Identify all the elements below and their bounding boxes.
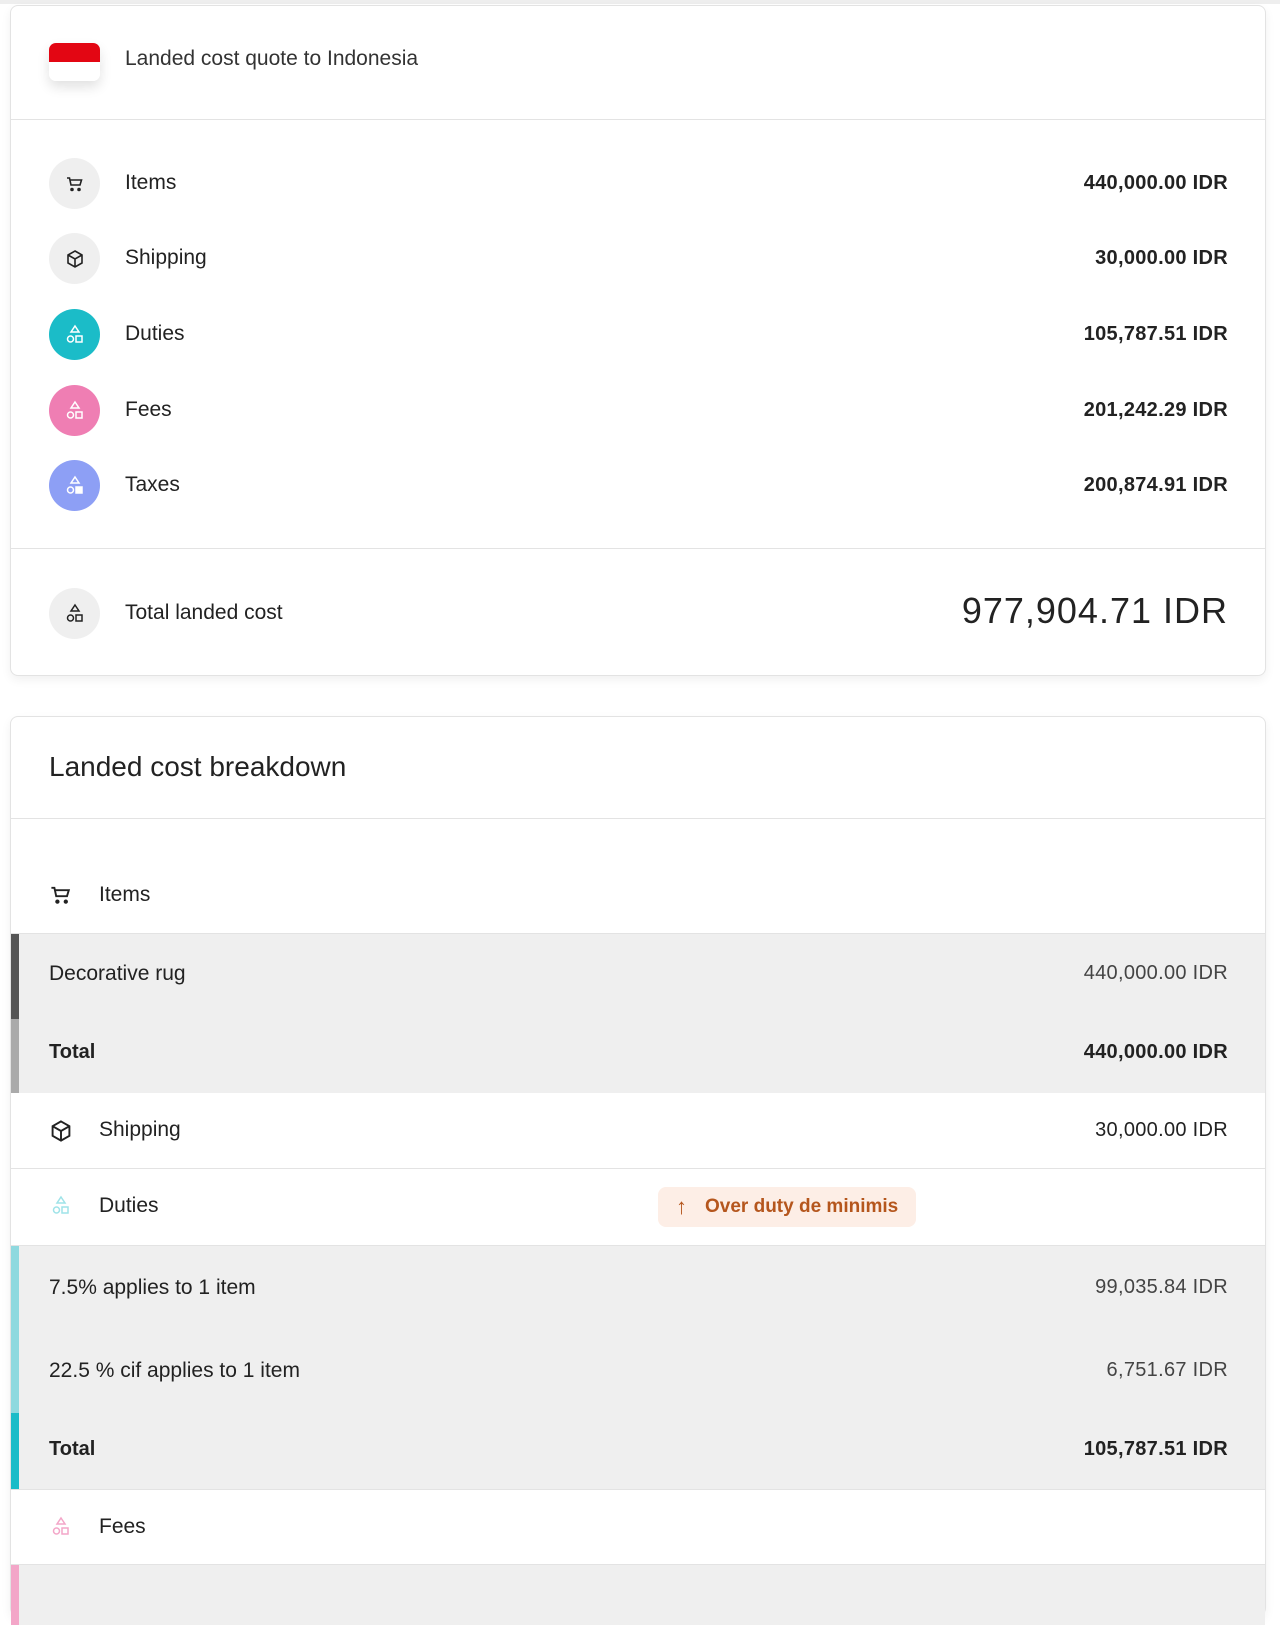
top-edge xyxy=(0,0,1280,4)
shipping-section: Shipping 30,000.00 IDR xyxy=(11,1093,1265,1169)
fees-section-header: Fees xyxy=(11,1489,1265,1565)
box-icon xyxy=(49,233,100,284)
summary-row-taxes: Taxes 200,874.91 IDR xyxy=(11,460,1265,512)
shapes-icon xyxy=(49,309,100,360)
breakdown-title: Landed cost breakdown xyxy=(49,751,347,782)
summary-row-shipping: Shipping 30,000.00 IDR xyxy=(11,233,1265,285)
shapes-icon xyxy=(49,460,100,511)
over-de-minimis-badge: ↑ Over duty de minimis xyxy=(658,1187,916,1227)
items-section-header: Items xyxy=(11,857,1265,933)
indonesia-flag-icon xyxy=(49,43,100,81)
cart-icon xyxy=(51,886,71,904)
total-landed-cost-value: 977,904.71 IDR xyxy=(961,590,1228,631)
box-icon xyxy=(51,1120,71,1142)
summary-row-fees: Fees 201,242.29 IDR xyxy=(11,385,1265,437)
quote-title: Landed cost quote to Indonesia xyxy=(125,47,419,70)
total-landed-cost-row: Total landed cost 977,904.71 IDR xyxy=(11,588,1265,640)
shapes-icon xyxy=(52,1516,69,1535)
quote-summary-card: Landed cost quote to Indonesia Items 440… xyxy=(10,5,1266,676)
summary-row-duties: Duties 105,787.51 IDR xyxy=(11,309,1265,361)
shapes-icon xyxy=(49,588,100,639)
breakdown-card: Landed cost breakdown Items Decorative r… xyxy=(10,716,1266,1625)
duties-breakdown: 7.5% applies to 1 item 99,035.84 IDR 22.… xyxy=(11,1246,1265,1489)
cart-icon xyxy=(49,158,100,209)
items-breakdown: Decorative rug 440,000.00 IDR Total 440,… xyxy=(11,934,1265,1093)
summary-row-items: Items 440,000.00 IDR xyxy=(11,158,1265,210)
arrow-up-icon: ↑ xyxy=(676,1194,687,1219)
shapes-icon xyxy=(52,1195,69,1214)
shapes-icon xyxy=(49,385,100,436)
duties-section-header: Duties ↑ Over duty de minimis xyxy=(11,1169,1265,1246)
